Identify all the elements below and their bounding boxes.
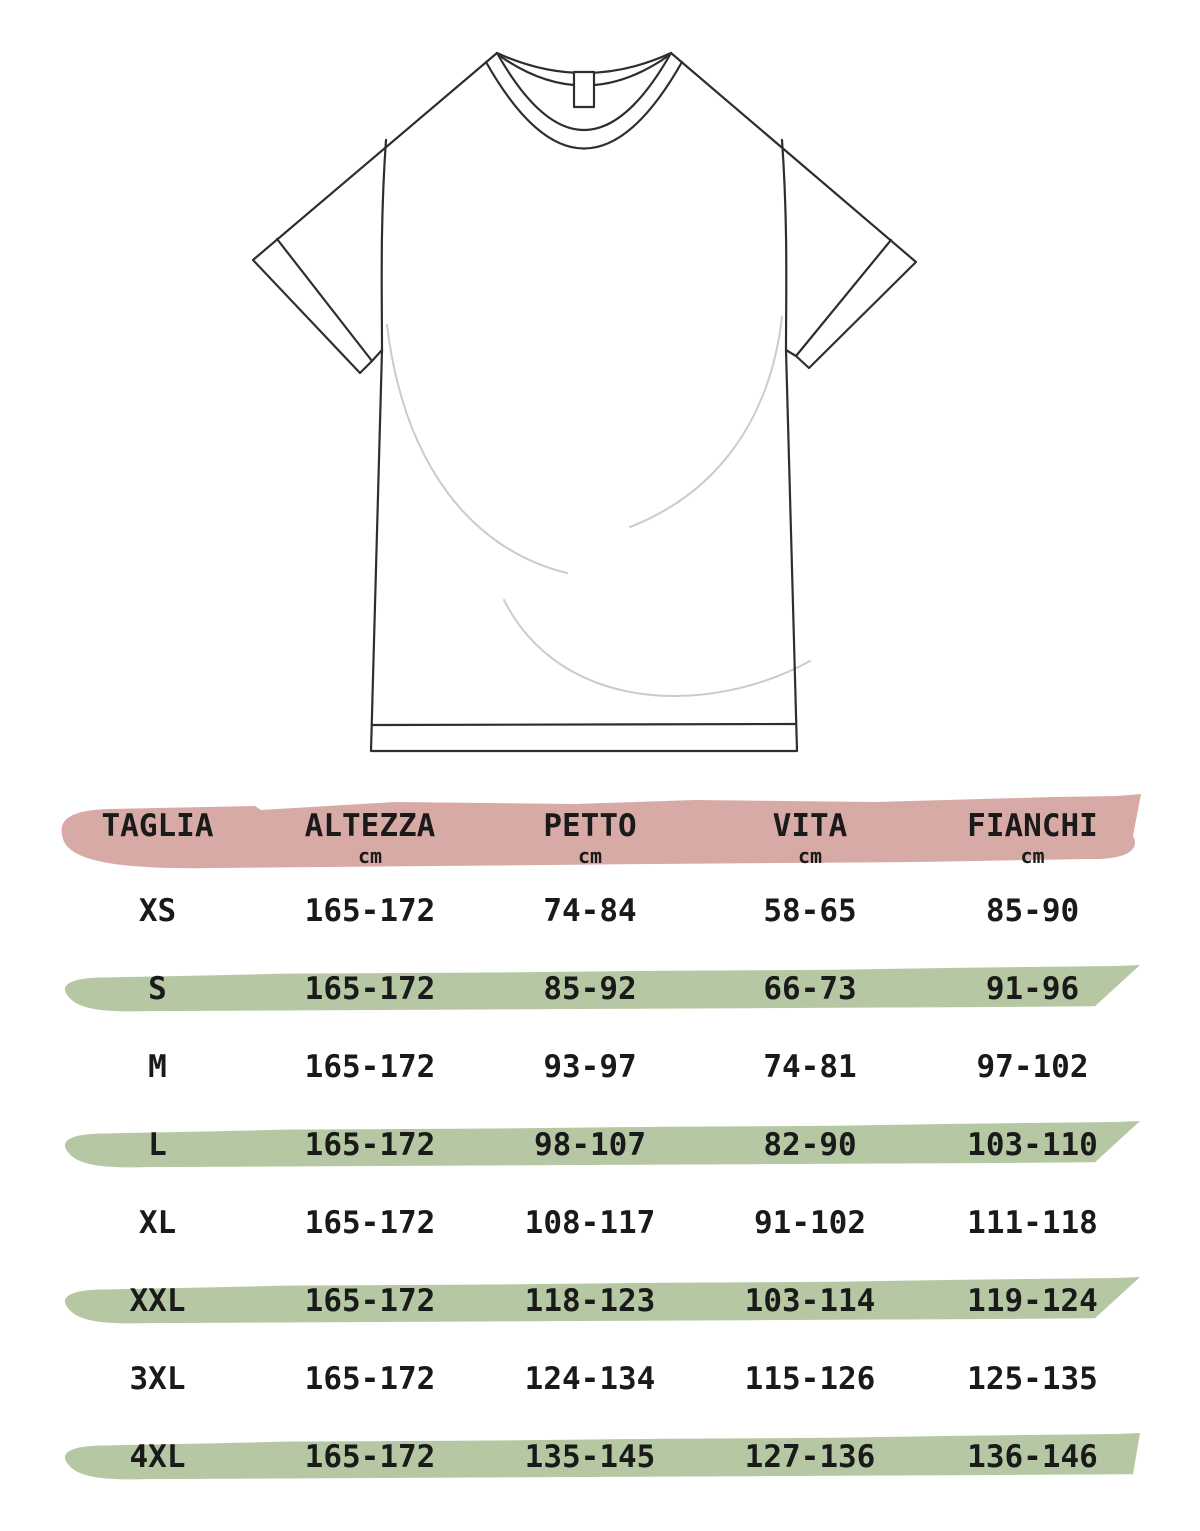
cell-taglia: 4XL bbox=[129, 1438, 186, 1475]
tshirt-outline bbox=[251, 51, 918, 753]
cell-fianchi: 119-124 bbox=[967, 1282, 1098, 1319]
size-table: TAGLIA ALTEZZA cm PETTO cm VITA cm FIANC… bbox=[55, 792, 1145, 1496]
cell-fianchi: 91-96 bbox=[985, 970, 1080, 1007]
cell-taglia: XS bbox=[138, 892, 177, 929]
cell-taglia: M bbox=[148, 1048, 167, 1085]
column-unit: cm bbox=[797, 844, 823, 869]
cell-petto: 135-145 bbox=[524, 1438, 656, 1475]
cell-taglia: S bbox=[148, 970, 167, 1007]
cell-petto: 93-97 bbox=[543, 1048, 637, 1085]
tshirt-drawing bbox=[251, 51, 918, 753]
column-header-taglia: TAGLIA bbox=[55, 792, 260, 846]
column-unit: cm bbox=[1020, 844, 1045, 869]
cell-vita: 115-126 bbox=[744, 1360, 876, 1397]
cell-fianchi: 85-90 bbox=[985, 892, 1080, 929]
column-header-altezza: ALTEZZA cm bbox=[260, 792, 480, 866]
cell-taglia: 3XL bbox=[129, 1360, 186, 1397]
cell-vita: 127-136 bbox=[744, 1438, 876, 1475]
size-row-l: L 165-172 98-107 82-90 103-110 bbox=[55, 1106, 1145, 1184]
cell-taglia: XXL bbox=[129, 1282, 186, 1319]
cell-altezza: 165-172 bbox=[304, 970, 436, 1007]
tshirt-right-cuff-seam bbox=[794, 238, 893, 358]
cell-vita: 74-81 bbox=[763, 1048, 857, 1085]
cell-altezza: 165-172 bbox=[304, 1360, 436, 1397]
tshirt-neck-tag bbox=[572, 70, 596, 109]
tshirt-hem-seam bbox=[371, 722, 797, 727]
column-label: ALTEZZA bbox=[304, 808, 436, 844]
cell-altezza: 165-172 bbox=[304, 1126, 436, 1163]
cell-altezza: 165-172 bbox=[304, 1438, 436, 1475]
column-header-vita: VITA cm bbox=[700, 792, 920, 866]
tshirt-left-sleeve bbox=[251, 51, 499, 375]
column-header-fianchi: FIANCHI cm bbox=[920, 792, 1145, 866]
cell-taglia: L bbox=[148, 1126, 167, 1163]
cell-fianchi: 136-146 bbox=[967, 1438, 1098, 1475]
tshirt-collar-outer bbox=[484, 60, 684, 150]
size-row-xs: XS 165-172 74-84 58-65 85-90 bbox=[55, 872, 1145, 950]
cell-fianchi: 125-135 bbox=[967, 1360, 1098, 1397]
cell-petto: 85-92 bbox=[543, 970, 637, 1007]
column-label: VITA bbox=[772, 808, 848, 844]
column-unit: cm bbox=[357, 844, 383, 869]
cell-petto: 108-117 bbox=[524, 1204, 656, 1241]
size-row-4xl: 4XL 165-172 135-145 127-136 136-146 bbox=[55, 1418, 1145, 1496]
tshirt-body bbox=[369, 138, 799, 753]
cell-altezza: 165-172 bbox=[304, 1204, 436, 1241]
cell-altezza: 165-172 bbox=[304, 892, 436, 929]
column-label: PETTO bbox=[543, 808, 637, 844]
tshirt-collar-inner bbox=[495, 51, 673, 132]
cell-vita: 66-73 bbox=[763, 970, 857, 1007]
column-label: TAGLIA bbox=[101, 808, 214, 844]
cell-fianchi: 111-118 bbox=[967, 1204, 1098, 1241]
cell-vita: 91-102 bbox=[754, 1204, 866, 1241]
size-table-header-row: TAGLIA ALTEZZA cm PETTO cm VITA cm FIANC… bbox=[55, 792, 1145, 872]
tshirt-left-cuff-seam bbox=[275, 237, 374, 363]
column-header-petto: PETTO cm bbox=[480, 792, 700, 866]
tshirt-right-sleeve bbox=[669, 51, 918, 370]
column-label: FIANCHI bbox=[967, 808, 1098, 844]
size-row-s: S 165-172 85-92 66-73 91-96 bbox=[55, 950, 1145, 1028]
cell-vita: 82-90 bbox=[763, 1126, 857, 1163]
cell-fianchi: 97-102 bbox=[976, 1048, 1089, 1085]
cell-altezza: 165-172 bbox=[304, 1048, 436, 1085]
cell-fianchi: 103-110 bbox=[967, 1126, 1098, 1163]
size-row-xl: XL 165-172 108-117 91-102 111-118 bbox=[55, 1184, 1145, 1262]
cell-vita: 103-114 bbox=[744, 1282, 876, 1319]
cell-petto: 74-84 bbox=[543, 892, 637, 929]
cell-vita: 58-65 bbox=[763, 892, 857, 929]
size-row-3xl: 3XL 165-172 124-134 115-126 125-135 bbox=[55, 1340, 1145, 1418]
size-row-xxl: XXL 165-172 118-123 103-114 119-124 bbox=[55, 1262, 1145, 1340]
cell-petto: 118-123 bbox=[524, 1282, 656, 1319]
cell-petto: 124-134 bbox=[524, 1360, 656, 1397]
cell-petto: 98-107 bbox=[534, 1126, 646, 1163]
tshirt-wrinkles bbox=[386, 316, 811, 697]
tshirt-illustration bbox=[232, 25, 936, 765]
cell-altezza: 165-172 bbox=[304, 1282, 436, 1319]
column-unit: cm bbox=[577, 844, 603, 869]
cell-taglia: XL bbox=[138, 1204, 177, 1241]
size-row-m: M 165-172 93-97 74-81 97-102 bbox=[55, 1028, 1145, 1106]
